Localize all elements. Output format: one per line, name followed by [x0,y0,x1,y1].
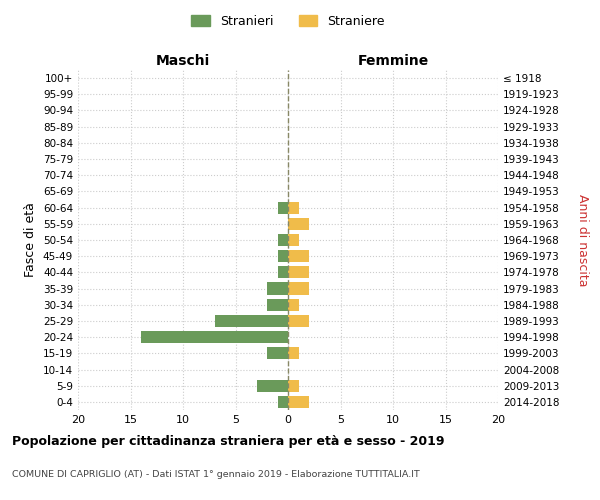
Bar [288,282,309,294]
Bar [288,298,299,311]
Bar [267,282,288,294]
Bar [277,202,288,213]
Text: Maschi: Maschi [156,54,210,68]
Text: COMUNE DI CAPRIGLIO (AT) - Dati ISTAT 1° gennaio 2019 - Elaborazione TUTTITALIA.: COMUNE DI CAPRIGLIO (AT) - Dati ISTAT 1°… [12,470,420,479]
Bar [267,298,288,311]
Bar [288,234,299,246]
Bar [277,250,288,262]
Legend: Stranieri, Straniere: Stranieri, Straniere [191,15,385,28]
Bar [277,234,288,246]
Bar [288,218,309,230]
Bar [288,348,299,360]
Bar [277,266,288,278]
Bar [141,331,288,343]
Bar [288,315,309,327]
Bar [288,250,309,262]
Bar [288,266,309,278]
Text: Popolazione per cittadinanza straniera per età e sesso - 2019: Popolazione per cittadinanza straniera p… [12,435,445,448]
Y-axis label: Anni di nascita: Anni di nascita [576,194,589,286]
Bar [288,380,299,392]
Bar [288,396,309,408]
Y-axis label: Fasce di età: Fasce di età [25,202,37,278]
Bar [277,396,288,408]
Bar [257,380,288,392]
Bar [215,315,288,327]
Text: Femmine: Femmine [358,54,428,68]
Bar [267,348,288,360]
Bar [288,202,299,213]
